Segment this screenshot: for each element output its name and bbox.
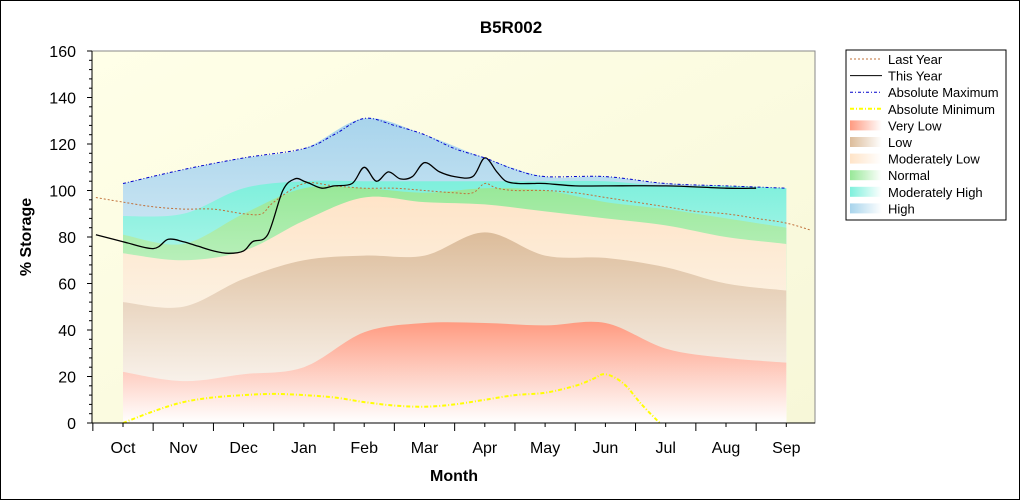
x-tick-label: Jan [291, 440, 317, 457]
x-axis-label: Month [430, 468, 478, 485]
y-tick-label: 100 [49, 184, 76, 201]
legend-swatch-low [850, 137, 882, 147]
series-this-year [95, 157, 757, 254]
y-tick-label: 60 [58, 277, 76, 294]
x-tick-label: Feb [350, 440, 378, 457]
legend-label-low: Low [888, 135, 912, 150]
x-tick-label: Dec [229, 440, 257, 457]
legend-swatch-moderately-low [850, 153, 882, 164]
x-tick-label: Oct [111, 440, 136, 457]
legend-swatch-normal [850, 170, 882, 181]
x-tick-label: Jul [655, 440, 675, 457]
legend-label-last-year: Last Year [888, 52, 943, 67]
x-tick-label: Aug [712, 440, 740, 457]
series-absolute-minimum [122, 373, 661, 423]
x-tick-label: Jun [593, 440, 619, 457]
series-last-year [95, 182, 811, 231]
y-tick-label: 140 [49, 91, 76, 108]
legend-label-moderately-low: Moderately Low [888, 152, 980, 167]
legend-label-absolute-maximum: Absolute Maximum [888, 85, 999, 100]
y-tick-label: 0 [67, 416, 76, 433]
y-tick-label: 20 [58, 370, 76, 387]
legend-label-very-low: Very Low [888, 118, 942, 133]
y-tick-label: 80 [58, 230, 76, 247]
legend-swatch-very-low [850, 120, 882, 131]
legend-swatch-high [850, 203, 882, 214]
legend-label-moderately-high: Moderately High [888, 185, 983, 200]
x-tick-label: May [530, 440, 560, 457]
x-tick-label: Sep [772, 440, 801, 457]
x-tick-label: Mar [411, 440, 439, 457]
y-axis-label: % Storage [18, 198, 35, 276]
y-tick-label: 160 [49, 44, 76, 61]
legend-label-high: High [888, 201, 915, 216]
x-tick-label: Apr [472, 440, 498, 457]
x-tick-label: Nov [169, 440, 197, 457]
band-very-low [123, 321, 787, 423]
series-absolute-maximum [122, 117, 787, 189]
legend-label-this-year: This Year [888, 69, 943, 84]
legend-label-normal: Normal [888, 168, 930, 183]
chart-title: B5R002 [480, 18, 542, 37]
y-tick-label: 120 [49, 137, 76, 154]
legend-swatch-moderately-high [850, 186, 882, 197]
y-tick-label: 40 [58, 323, 76, 340]
legend-label-absolute-minimum: Absolute Minimum [888, 102, 995, 117]
